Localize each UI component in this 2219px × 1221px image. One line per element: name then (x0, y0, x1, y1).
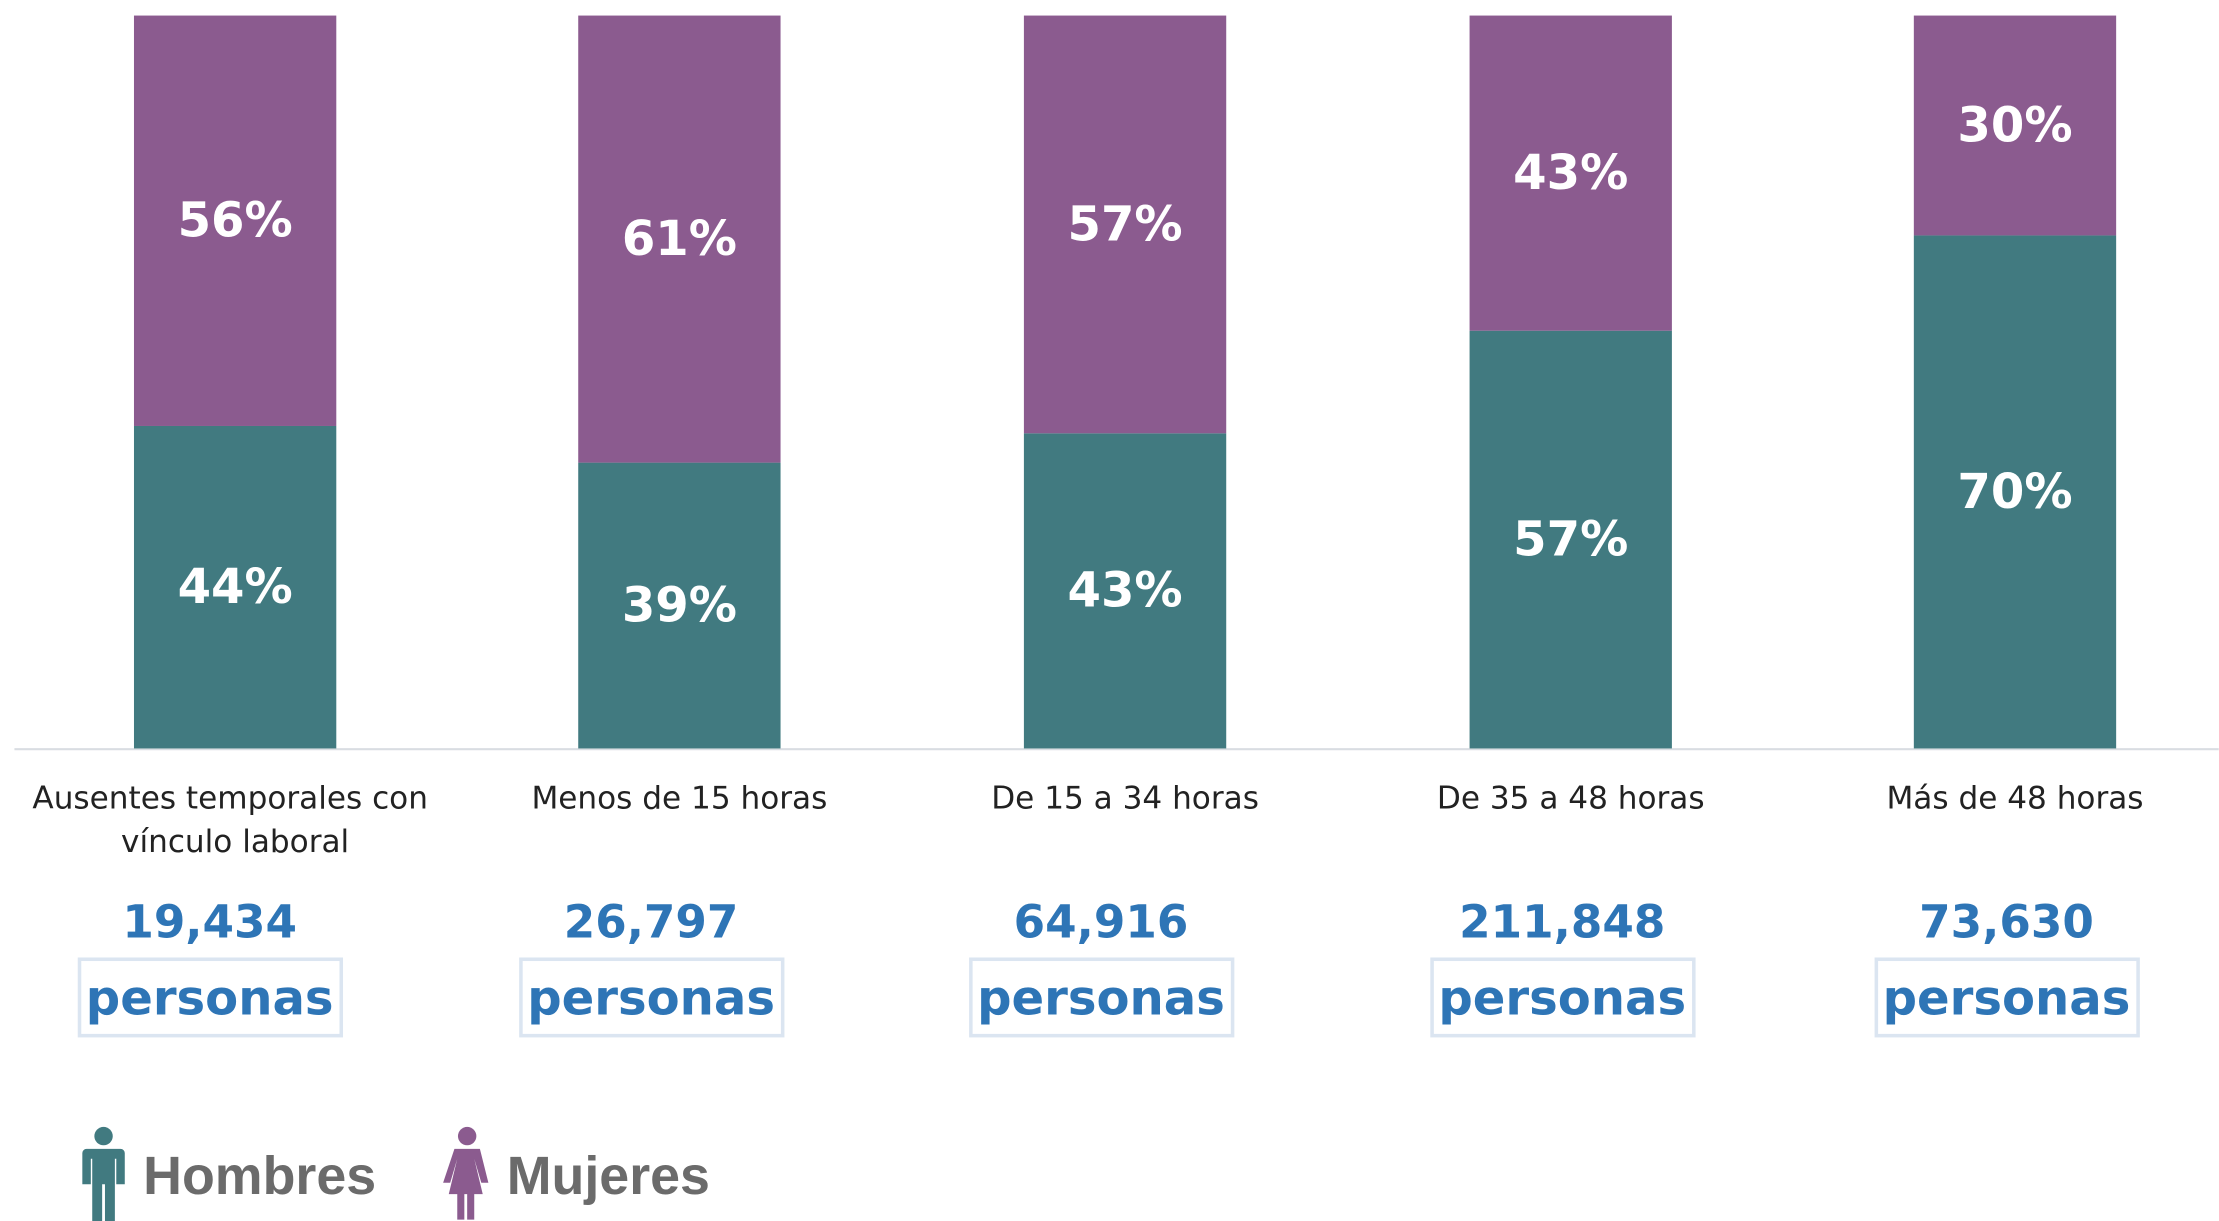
legend-icon (443, 1126, 489, 1220)
value-label: 43% (1513, 145, 1628, 201)
value-label: 70% (1957, 464, 2072, 520)
total-count: 73,630 (1919, 895, 2094, 948)
icon-body (443, 1148, 489, 1220)
unit-box (519, 957, 785, 1038)
bar-segment (1023, 15, 1227, 434)
bar-segment (1469, 330, 1672, 749)
legend-label: Hombres (143, 1146, 376, 1206)
total-unit: personas (1883, 971, 2131, 1027)
bar-segment (1469, 15, 1672, 331)
unit-box (969, 957, 1235, 1038)
icon-body (82, 1148, 125, 1221)
legend-label: Mujeres (507, 1146, 710, 1206)
unit-box (77, 957, 344, 1038)
bar-segment (578, 15, 781, 463)
bar-segment (133, 425, 337, 749)
bar-segment (578, 462, 781, 749)
bar-segment (1023, 433, 1227, 749)
total-count: 19,434 (122, 895, 297, 948)
total-count: 211,848 (1459, 895, 1665, 948)
bar-segment (1913, 235, 2117, 749)
x-tick-label: Menos de 15 horas (531, 780, 827, 816)
value-label: 44% (178, 559, 293, 615)
total-unit: personas (1438, 971, 1686, 1027)
icon-head (94, 1126, 113, 1146)
value-label: 39% (622, 577, 737, 633)
total-unit: personas (527, 971, 775, 1027)
total-count: 64,916 (1014, 895, 1189, 948)
icon-head (457, 1126, 477, 1146)
value-label: 57% (1513, 511, 1628, 567)
value-label: 56% (178, 193, 293, 249)
bar-segment (133, 15, 337, 426)
bar-segment (1913, 15, 2117, 236)
total-count: 26,797 (564, 895, 739, 948)
x-tick-label: Más de 48 horas (1886, 780, 2143, 816)
x-tick-label: Ausentes temporales con vínculo laboral (32, 780, 437, 860)
value-label: 57% (1068, 196, 1183, 252)
value-label: 30% (1957, 97, 2072, 153)
total-unit: personas (977, 971, 1225, 1027)
unit-box (1430, 957, 1696, 1038)
legend-icon (82, 1126, 125, 1221)
value-label: 43% (1068, 563, 1183, 619)
total-unit: personas (86, 971, 334, 1027)
x-tick-label: De 15 a 34 horas (991, 780, 1259, 816)
value-label: 61% (622, 211, 737, 267)
x-tick-label: De 35 a 48 horas (1437, 780, 1705, 816)
unit-box (1874, 957, 2140, 1038)
